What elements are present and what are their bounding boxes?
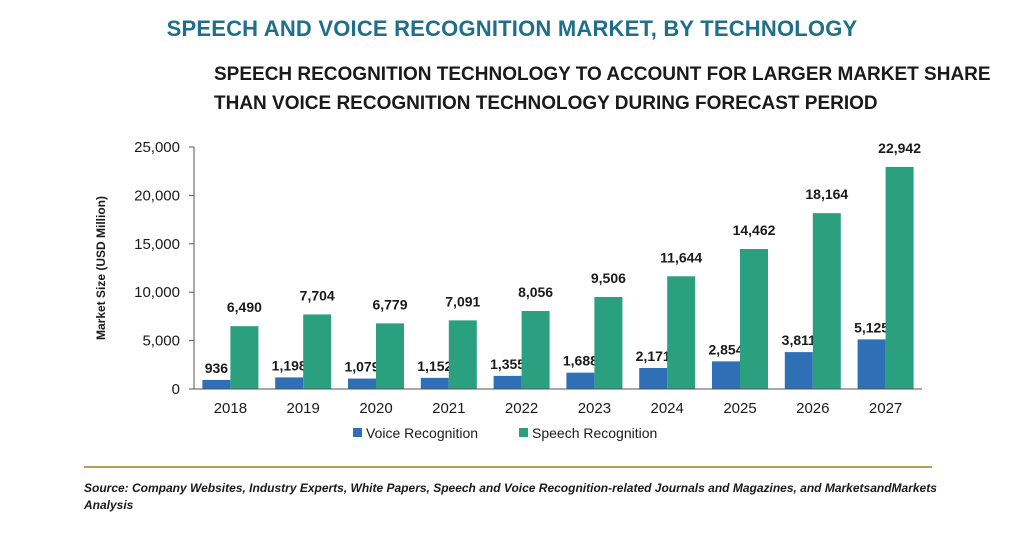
bar-speech-recognition <box>812 213 841 389</box>
y-tick-label: 10,000 <box>134 284 180 301</box>
bar-voice-recognition <box>348 378 376 389</box>
subtitle-line-2: THAN VOICE RECOGNITION TECHNOLOGY DURING… <box>214 93 878 114</box>
bar-voice-recognition <box>857 339 886 389</box>
data-label-voice-recognition: 3,811 <box>782 332 816 348</box>
source-divider <box>84 466 932 468</box>
data-label-voice-recognition: 2,171 <box>636 348 671 364</box>
bar-speech-recognition <box>376 323 404 389</box>
data-label-speech-recognition: 22,942 <box>878 140 921 156</box>
bar-voice-recognition <box>712 361 740 389</box>
y-tick-label: 0 <box>172 381 180 398</box>
x-tick-label: 2024 <box>651 400 684 417</box>
legend-swatch-voice-recognition <box>353 428 362 437</box>
legend-label-voice-recognition: Voice Recognition <box>366 425 478 441</box>
data-label-speech-recognition: 6,490 <box>227 299 262 315</box>
data-label-speech-recognition: 11,644 <box>660 249 702 265</box>
bar-speech-recognition <box>230 326 259 389</box>
data-label-voice-recognition: 1,198 <box>272 357 307 373</box>
x-tick-label: 2023 <box>578 400 611 417</box>
y-axis-label: Market Size (USD Million) <box>94 196 108 340</box>
bar-speech-recognition <box>740 249 768 389</box>
x-tick-label: 2022 <box>505 400 538 417</box>
data-label-speech-recognition: 18,164 <box>805 186 848 202</box>
y-tick-label: 5,000 <box>142 333 180 350</box>
bar-voice-recognition <box>566 372 595 389</box>
bar-voice-recognition <box>639 367 668 389</box>
source-note: Source: Company Websites, Industry Exper… <box>84 481 937 512</box>
y-axis-ticks: 0 5,000 10,000 15,000 20,000 25,000 <box>134 139 194 398</box>
bar-voice-recognition <box>784 352 813 389</box>
bar-speech-recognition <box>885 166 914 389</box>
y-tick-label: 20,000 <box>134 187 180 204</box>
data-label-voice-recognition: 1,079 <box>344 359 379 375</box>
bar-chart: 0 5,000 10,000 15,000 20,000 25,000 936 6,490 1… <box>94 139 922 441</box>
data-label-voice-recognition: 1,688 <box>563 353 598 369</box>
bar-voice-recognition <box>275 377 304 389</box>
data-label-voice-recognition: 936 <box>205 360 229 376</box>
bar-voice-recognition <box>493 375 522 389</box>
legend-swatch-speech-recognition <box>519 428 528 437</box>
subtitle-line-1: SPEECH RECOGNITION TECHNOLOGY TO ACCOUNT… <box>214 64 991 85</box>
bar-speech-recognition <box>303 314 332 389</box>
x-tick-label: 2026 <box>796 400 829 417</box>
data-label-speech-recognition: 7,091 <box>445 293 480 309</box>
x-tick-label: 2021 <box>432 400 465 417</box>
bar-speech-recognition <box>448 320 477 389</box>
y-tick-label: 15,000 <box>134 236 180 253</box>
x-tick-label: 2018 <box>214 400 247 417</box>
chart-title: SPEECH AND VOICE RECOGNITION MARKET, BY … <box>166 16 858 41</box>
x-tick-label: 2025 <box>723 400 756 417</box>
bar-voice-recognition <box>202 379 231 389</box>
x-tick-label: 2020 <box>359 400 392 417</box>
bar-speech-recognition <box>594 296 623 389</box>
data-label-speech-recognition: 8,056 <box>518 284 553 300</box>
bar-voice-recognition <box>420 377 449 389</box>
data-label-voice-recognition: 1,355 <box>490 356 525 372</box>
legend-label-speech-recognition: Speech Recognition <box>532 425 657 441</box>
bars: 936 6,490 1,198 7,704 1,079 6,779 1,152 7,091 1,… <box>202 140 921 389</box>
data-label-speech-recognition: 14,462 <box>733 222 776 238</box>
bar-speech-recognition <box>667 276 696 389</box>
x-tick-label: 2027 <box>869 400 902 417</box>
x-axis-ticks: 2018 2019 2020 2021 2022 2023 2024 2025 2026 2027 <box>214 400 903 417</box>
chart-subtitle: SPEECH RECOGNITION TECHNOLOGY TO ACCOUNT… <box>214 60 994 118</box>
data-label-voice-recognition: 5,125 <box>854 319 889 335</box>
data-label-speech-recognition: 7,704 <box>300 287 335 303</box>
legend: Voice Recognition Speech Recognition <box>353 425 657 441</box>
y-tick-label: 25,000 <box>134 139 180 156</box>
data-label-speech-recognition: 9,506 <box>591 270 626 286</box>
data-label-speech-recognition: 6,779 <box>372 296 407 312</box>
data-label-voice-recognition: 1,152 <box>417 358 452 374</box>
bar-speech-recognition <box>521 311 550 389</box>
x-tick-label: 2019 <box>287 400 320 417</box>
data-label-voice-recognition: 2,854 <box>708 341 743 357</box>
